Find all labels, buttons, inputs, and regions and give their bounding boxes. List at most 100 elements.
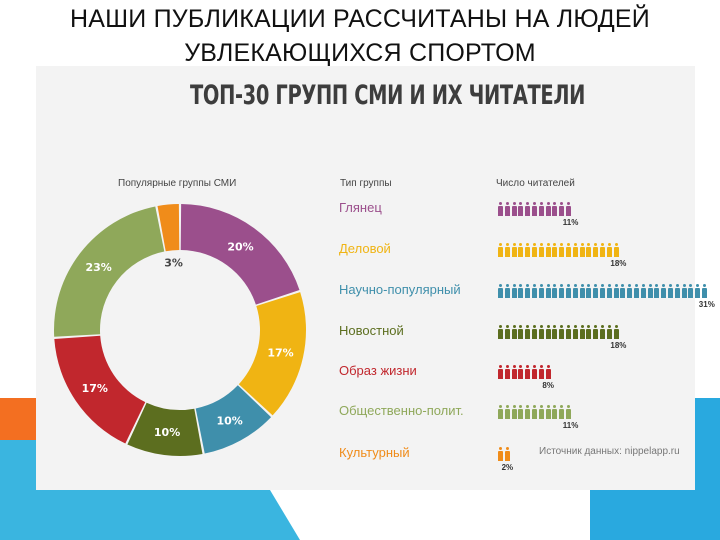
donut-slice-1 <box>238 292 306 416</box>
person-icon <box>545 365 551 379</box>
person-icon <box>647 284 653 298</box>
person-icon <box>532 284 537 298</box>
group-type-label: Глянец <box>339 200 382 215</box>
person-icon <box>511 202 517 216</box>
readers-bar <box>498 284 709 298</box>
person-icon <box>613 243 619 257</box>
person-icon <box>498 202 503 216</box>
donut-label-4: 17% <box>82 382 108 395</box>
person-icon <box>532 202 537 216</box>
person-icon <box>498 447 503 461</box>
person-icon <box>613 284 619 298</box>
person-icon <box>545 243 551 257</box>
person-icon <box>572 284 578 298</box>
person-icon <box>538 325 544 339</box>
person-icon <box>579 325 585 339</box>
infographic-title: ТОП-30 ГРУПП СМИ И ИХ ЧИТАТЕЛИ <box>190 80 586 111</box>
person-icon <box>606 325 612 339</box>
person-icon <box>572 243 578 257</box>
person-icon <box>525 202 531 216</box>
person-icon <box>552 325 558 339</box>
group-type-label: Научно-популярный <box>339 282 461 297</box>
person-icon <box>681 284 687 298</box>
person-icon <box>538 202 544 216</box>
person-icon <box>661 284 667 298</box>
person-icon <box>518 405 524 419</box>
header-groups: Популярные группы СМИ <box>118 178 237 189</box>
person-icon <box>586 284 592 298</box>
person-icon <box>525 325 531 339</box>
person-icon <box>498 284 503 298</box>
person-icon <box>586 325 592 339</box>
readers-bar <box>498 202 573 216</box>
person-icon <box>504 447 510 461</box>
donut-chart: 20% 17% 10% 10% 17% 23% 3% <box>54 204 306 457</box>
person-icon <box>538 405 544 419</box>
person-icon <box>511 325 517 339</box>
person-icon <box>600 325 605 339</box>
person-icon <box>532 365 537 379</box>
donut-slice-0 <box>180 204 300 305</box>
person-icon <box>566 405 571 419</box>
person-icon <box>532 243 537 257</box>
person-icon <box>545 325 551 339</box>
person-icon <box>525 243 531 257</box>
person-icon <box>545 284 551 298</box>
person-icon <box>518 243 524 257</box>
person-icon <box>634 284 639 298</box>
readers-percent-label: 31% <box>698 300 715 309</box>
readers-bar <box>498 243 620 257</box>
person-icon <box>674 284 680 298</box>
readers-bar <box>498 405 573 419</box>
person-icon <box>504 405 510 419</box>
person-icon <box>525 284 531 298</box>
person-icon <box>552 202 558 216</box>
person-icon <box>552 284 558 298</box>
person-icon <box>525 405 531 419</box>
donut-label-3: 10% <box>154 426 180 439</box>
person-icon <box>654 284 660 298</box>
header-readers: Число читателей <box>496 178 575 189</box>
person-icon <box>702 284 707 298</box>
person-icon <box>559 284 565 298</box>
donut-slice-4 <box>54 335 146 444</box>
person-icon <box>559 325 565 339</box>
donut-slice-2 <box>195 385 272 454</box>
readers-percent-label: 18% <box>610 341 627 350</box>
person-icon <box>606 284 612 298</box>
group-type-label: Культурный <box>339 445 410 460</box>
person-icon <box>511 405 517 419</box>
slide-title-line-1: НАШИ ПУБЛИКАЦИИ РАССЧИТАНЫ НА ЛЮДЕЙ <box>70 5 650 33</box>
person-icon <box>498 365 503 379</box>
readers-percent-label: 18% <box>610 259 627 268</box>
person-icon <box>504 284 510 298</box>
person-icon <box>532 325 537 339</box>
person-icon <box>538 365 544 379</box>
person-icon <box>572 325 578 339</box>
person-icon <box>566 284 571 298</box>
donut-slice-3 <box>127 402 203 457</box>
person-icon <box>498 243 503 257</box>
person-icon <box>559 405 565 419</box>
person-icon <box>579 284 585 298</box>
person-icon <box>552 405 558 419</box>
slide-title-line-2: УВЛЕКАЮЩИХСЯ СПОРТОМ <box>184 39 536 67</box>
person-icon <box>511 365 517 379</box>
readers-percent-label: 8% <box>542 381 554 390</box>
person-icon <box>525 365 531 379</box>
group-type-label: Образ жизни <box>339 363 417 378</box>
person-icon <box>620 284 626 298</box>
person-icon <box>627 284 633 298</box>
person-icon <box>600 284 605 298</box>
person-icon <box>545 405 551 419</box>
person-icon <box>559 202 565 216</box>
slide-title: НАШИ ПУБЛИКАЦИИ РАССЧИТАНЫ НА ЛЮДЕЙ УВЛЕ… <box>0 2 720 70</box>
person-icon <box>586 243 592 257</box>
source-note: Источник данных: nippelapp.ru <box>539 446 680 457</box>
person-icon <box>552 243 558 257</box>
readers-percent-label: 11% <box>562 421 579 430</box>
group-type-label: Новостной <box>339 323 404 338</box>
person-icon <box>688 284 694 298</box>
readers-percent-label: 2% <box>501 463 514 472</box>
person-icon <box>498 405 503 419</box>
